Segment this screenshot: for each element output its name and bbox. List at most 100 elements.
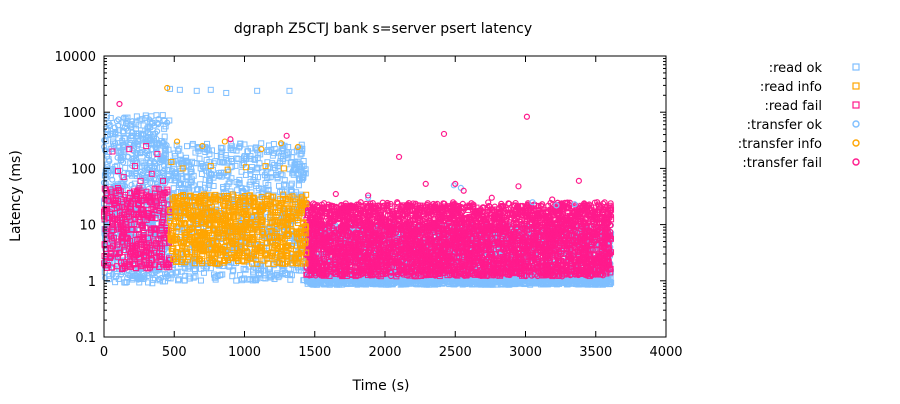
data-point-band: [174, 268, 181, 275]
data-point-band: [297, 267, 304, 274]
data-point-band: [252, 145, 259, 152]
data-point-band: [250, 177, 257, 184]
data-point-band: [124, 114, 131, 121]
data-point-band: [112, 279, 119, 286]
data-point-band: [300, 163, 307, 170]
data-point-band: [241, 154, 248, 161]
data-point-band: [288, 180, 295, 187]
data-point-band: [188, 168, 195, 175]
data-point-band: [229, 163, 236, 170]
data-point-band: [122, 164, 129, 171]
data-point-band: [178, 268, 185, 275]
data-point-band: [266, 142, 273, 149]
data-point-band: [290, 149, 297, 156]
data-point-band: [203, 156, 210, 163]
data-point-band: [282, 271, 289, 278]
data-point-band: [233, 147, 240, 154]
data-point-band: [295, 177, 302, 184]
data-point-band: [296, 176, 303, 183]
data-point-band: [205, 147, 212, 154]
data-point-band: [187, 169, 194, 176]
data-point-band: [219, 145, 226, 152]
data-point-band: [220, 184, 227, 191]
data-point-band: [150, 276, 157, 283]
data-point-band: [175, 276, 182, 283]
data-point-band: [276, 272, 283, 279]
data-point-band: [238, 168, 245, 175]
data-point-band: [265, 182, 272, 189]
data-point-band: [275, 149, 282, 156]
data-point-band: [176, 145, 183, 152]
data-point-band: [198, 171, 205, 178]
data-point-band: [170, 185, 177, 192]
data-point-band: [297, 151, 304, 158]
data-point-band: [237, 140, 244, 147]
data-point-band: [286, 166, 293, 173]
data-point-band: [195, 143, 202, 150]
data-point-band: [197, 265, 204, 272]
data-point-band: [202, 144, 209, 151]
data-point-band: [235, 156, 242, 163]
data-point-band: [247, 155, 254, 162]
data-point-band: [192, 149, 199, 156]
data-point-band: [296, 164, 303, 171]
data-point-band: [208, 171, 215, 178]
data-point-band: [136, 117, 143, 124]
data-point-band: [258, 140, 265, 147]
data-point-band: [252, 156, 259, 163]
chart-title: dgraph Z5CTJ bank s=server psert latency: [234, 21, 532, 37]
data-point-band: [140, 122, 147, 129]
data-point-band: [119, 137, 126, 144]
data-point-band: [257, 265, 264, 272]
data-point-band: [242, 266, 249, 273]
data-point-band: [253, 166, 260, 173]
data-point-band: [281, 270, 288, 277]
data-point-band: [276, 160, 283, 167]
data-point-band: [270, 141, 277, 148]
data-point-band: [221, 159, 228, 166]
data-point-band: [179, 158, 186, 165]
data-point-band: [246, 181, 253, 188]
data-point-band: [171, 166, 178, 173]
data-point-band: [147, 119, 154, 126]
data-point-band: [236, 180, 243, 187]
data-point-band: [267, 274, 274, 281]
data-point-band: [285, 144, 292, 151]
data-point-band: [193, 160, 200, 167]
data-point-band: [202, 164, 209, 171]
data-point-band: [261, 172, 268, 179]
data-point-band: [254, 174, 261, 181]
data-point-band: [138, 158, 145, 165]
data-point-band: [181, 277, 188, 284]
data-point-band: [223, 183, 230, 190]
data-point-band: [251, 275, 258, 282]
data-point-band: [140, 160, 147, 167]
data-point-band: [192, 273, 199, 280]
data-point-band: [288, 154, 295, 161]
data-point-band: [233, 277, 240, 284]
data-point-band: [229, 268, 236, 275]
data-point-band: [149, 280, 156, 287]
data-point-band: [292, 165, 299, 172]
data-point-band: [275, 182, 282, 189]
data-point-band: [280, 264, 287, 271]
data-point-band: [202, 176, 209, 183]
data-point-band: [190, 172, 197, 179]
data-point-band: [249, 277, 256, 284]
data-point-band: [269, 152, 276, 159]
data-point-band: [191, 265, 198, 272]
data-point-band: [197, 277, 204, 284]
data-point-band: [279, 187, 286, 194]
data-point-band: [253, 277, 260, 284]
data-point-band: [126, 170, 133, 177]
data-point-band: [203, 263, 210, 270]
data-point-band: [205, 178, 212, 185]
data-point-band: [264, 159, 271, 166]
data-point-band: [161, 125, 168, 132]
data-point-band: [297, 161, 304, 168]
data-point-band: [245, 148, 252, 155]
data-point-band: [263, 168, 270, 175]
data-point-band: [159, 112, 166, 119]
